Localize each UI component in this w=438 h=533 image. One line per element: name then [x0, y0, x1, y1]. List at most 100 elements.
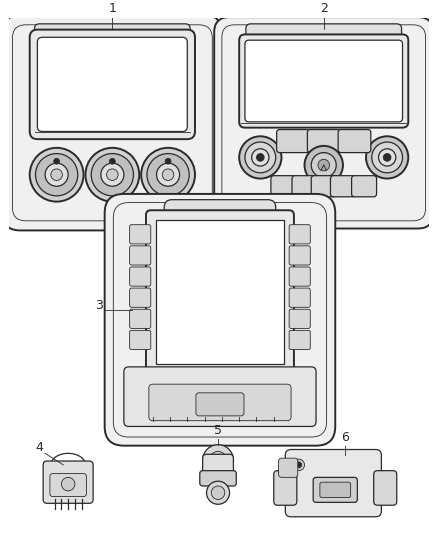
- Circle shape: [239, 136, 282, 179]
- Circle shape: [318, 159, 329, 171]
- Text: 3: 3: [95, 299, 103, 312]
- FancyBboxPatch shape: [124, 367, 316, 426]
- FancyBboxPatch shape: [274, 471, 297, 505]
- Circle shape: [45, 163, 68, 186]
- Text: 2: 2: [320, 2, 328, 15]
- FancyBboxPatch shape: [130, 225, 151, 244]
- FancyBboxPatch shape: [289, 246, 310, 265]
- FancyBboxPatch shape: [245, 40, 403, 122]
- FancyBboxPatch shape: [130, 330, 151, 350]
- Circle shape: [147, 154, 189, 196]
- FancyBboxPatch shape: [130, 267, 151, 286]
- Circle shape: [30, 148, 84, 201]
- Circle shape: [278, 369, 312, 403]
- FancyBboxPatch shape: [35, 24, 190, 56]
- Circle shape: [54, 158, 60, 164]
- FancyBboxPatch shape: [164, 200, 276, 240]
- Circle shape: [203, 445, 233, 475]
- Polygon shape: [105, 136, 120, 150]
- Circle shape: [377, 35, 386, 45]
- Circle shape: [206, 481, 230, 504]
- Circle shape: [61, 478, 75, 491]
- FancyBboxPatch shape: [43, 461, 93, 503]
- FancyBboxPatch shape: [130, 246, 151, 265]
- Circle shape: [51, 169, 62, 181]
- Circle shape: [233, 218, 238, 224]
- FancyBboxPatch shape: [289, 225, 310, 244]
- Circle shape: [304, 146, 343, 184]
- FancyBboxPatch shape: [289, 309, 310, 328]
- FancyBboxPatch shape: [149, 384, 291, 421]
- FancyBboxPatch shape: [271, 176, 296, 197]
- FancyBboxPatch shape: [203, 454, 233, 479]
- FancyBboxPatch shape: [307, 130, 340, 152]
- FancyBboxPatch shape: [289, 267, 310, 286]
- Circle shape: [252, 149, 269, 166]
- Circle shape: [372, 142, 403, 173]
- Circle shape: [101, 163, 124, 186]
- FancyBboxPatch shape: [30, 30, 195, 139]
- FancyBboxPatch shape: [289, 288, 310, 308]
- Text: 5: 5: [214, 424, 222, 437]
- Polygon shape: [285, 395, 304, 405]
- Circle shape: [134, 375, 156, 398]
- Circle shape: [257, 154, 264, 161]
- Circle shape: [165, 158, 171, 164]
- FancyBboxPatch shape: [338, 130, 371, 152]
- Circle shape: [110, 158, 115, 164]
- FancyBboxPatch shape: [292, 176, 317, 197]
- FancyBboxPatch shape: [313, 478, 357, 503]
- Circle shape: [209, 451, 227, 469]
- Circle shape: [378, 149, 396, 166]
- FancyBboxPatch shape: [130, 288, 151, 308]
- Circle shape: [311, 152, 336, 177]
- Circle shape: [293, 459, 304, 471]
- FancyBboxPatch shape: [352, 176, 377, 197]
- Circle shape: [162, 169, 174, 181]
- FancyBboxPatch shape: [146, 210, 294, 374]
- Circle shape: [85, 148, 139, 201]
- FancyBboxPatch shape: [311, 176, 336, 197]
- Circle shape: [49, 35, 59, 45]
- Circle shape: [91, 154, 134, 196]
- FancyBboxPatch shape: [239, 35, 408, 127]
- Circle shape: [35, 154, 78, 196]
- FancyBboxPatch shape: [105, 194, 335, 446]
- Circle shape: [217, 218, 223, 224]
- Circle shape: [261, 35, 271, 45]
- FancyBboxPatch shape: [130, 309, 151, 328]
- Bar: [155, 220, 284, 364]
- Circle shape: [245, 142, 276, 173]
- Circle shape: [202, 218, 208, 224]
- FancyBboxPatch shape: [214, 17, 433, 229]
- FancyBboxPatch shape: [374, 471, 397, 505]
- FancyBboxPatch shape: [50, 473, 86, 497]
- Circle shape: [283, 375, 307, 398]
- FancyBboxPatch shape: [37, 37, 187, 132]
- Polygon shape: [135, 395, 155, 405]
- FancyBboxPatch shape: [3, 15, 222, 230]
- FancyBboxPatch shape: [246, 24, 402, 56]
- Circle shape: [128, 369, 162, 403]
- Text: 4: 4: [35, 441, 43, 454]
- Circle shape: [166, 35, 176, 45]
- FancyBboxPatch shape: [196, 393, 244, 416]
- FancyBboxPatch shape: [330, 176, 356, 197]
- FancyBboxPatch shape: [279, 458, 298, 478]
- Polygon shape: [316, 136, 332, 148]
- FancyBboxPatch shape: [277, 130, 309, 152]
- Circle shape: [289, 381, 300, 392]
- Circle shape: [141, 148, 195, 201]
- Circle shape: [211, 486, 225, 499]
- Circle shape: [139, 381, 151, 392]
- FancyBboxPatch shape: [200, 471, 236, 486]
- Circle shape: [156, 163, 180, 186]
- FancyBboxPatch shape: [285, 449, 381, 517]
- FancyBboxPatch shape: [289, 330, 310, 350]
- FancyBboxPatch shape: [320, 482, 351, 497]
- Text: 1: 1: [109, 2, 116, 15]
- Circle shape: [106, 169, 118, 181]
- Circle shape: [296, 462, 302, 468]
- Circle shape: [383, 154, 391, 161]
- Text: 6: 6: [341, 431, 349, 444]
